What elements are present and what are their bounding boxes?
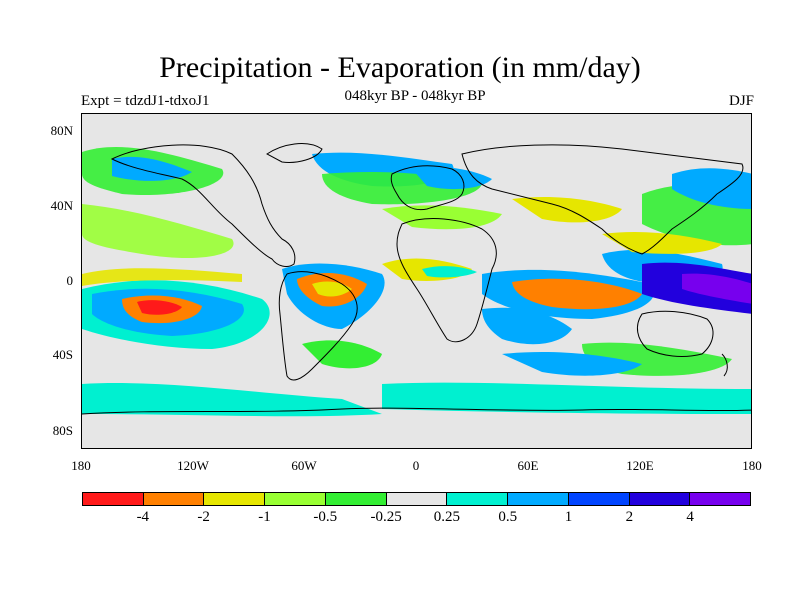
colorbar-label: 0.5 [498,509,518,525]
map-plot-area [81,113,752,449]
x-tick-label: 180 [71,458,91,473]
colorbar-swatch [386,493,448,505]
colorbar-swatch [447,493,509,505]
x-tick-label: 120E [626,458,654,473]
colorbar-label: -1 [258,509,271,525]
colorbar-swatch [568,493,630,505]
y-tick-label: 40S [52,347,73,362]
colorbar-swatch [508,493,569,505]
x-tick-label: 120W [177,458,209,473]
experiment-label: Expt = tdzdJ1-tdxoJ1 [81,93,210,109]
map-subtitle: 048kyr BP - 048kyr BP [344,88,486,104]
y-tick-label: 40N [50,198,73,213]
x-tick-label: 180 [742,458,762,473]
y-tick-label: 0 [66,273,74,288]
x-tick-label: 0 [412,458,420,473]
colorbar-label: 2 [625,509,634,525]
y-tick-label: 80S [52,423,73,438]
colorbar-label: -2 [197,509,210,525]
colorbar-label: 0.25 [433,509,461,525]
colorbar-label: -0.5 [313,509,338,525]
map-title: Precipitation - Evaporation (in mm/day) [159,51,641,84]
x-tick-label: 60E [517,458,539,473]
colorbar [82,492,751,506]
colorbar-swatch [265,493,326,505]
colorbar-label: -4 [136,509,150,525]
season-label: DJF [728,93,754,109]
colorbar-swatch [83,493,144,505]
colorbar-swatch [325,493,387,505]
colorbar-swatch [204,493,266,505]
coastline-layer [82,143,751,415]
x-tick-label: 60W [291,458,317,473]
colorbar-swatch [690,493,751,505]
colorbar-label: 1 [564,509,573,525]
contour-fill-layer [82,147,751,417]
precip-evap-field [82,114,751,448]
colorbar-label: -0.25 [370,509,402,525]
colorbar-label: 4 [686,509,694,525]
colorbar-swatch [143,493,205,505]
y-tick-label: 80N [50,123,73,138]
colorbar-swatch [629,493,691,505]
